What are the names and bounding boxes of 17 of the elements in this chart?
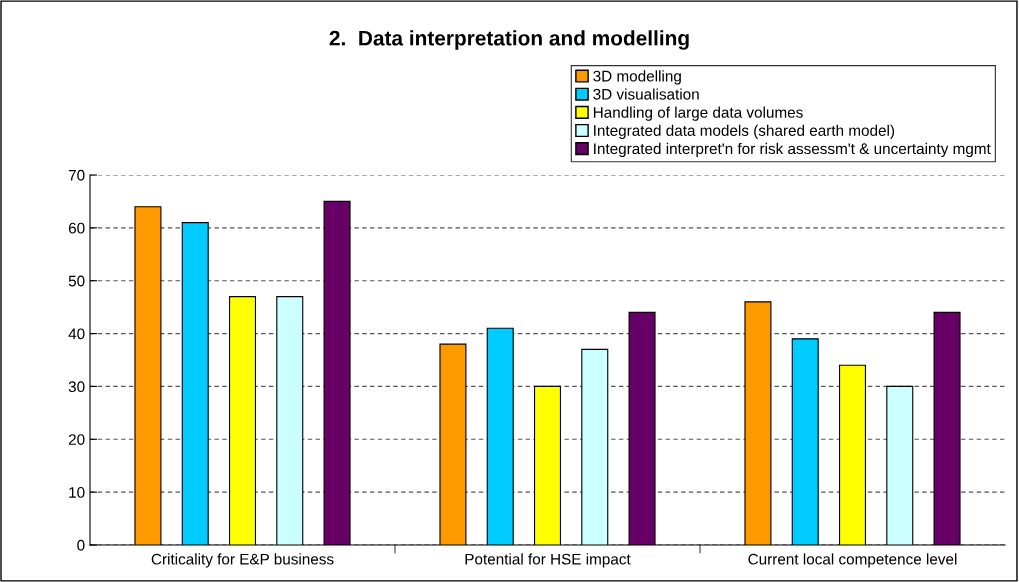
chart-title: 2. Data interpretation and modelling	[329, 30, 689, 50]
legend-label: Integrated data models (shared earth model)	[594, 124, 895, 139]
x-tick-label: Current local competence level	[748, 553, 957, 568]
y-tick-label: 40	[68, 328, 85, 340]
y-tick-label: 70	[68, 169, 85, 181]
y-tick-label: 20	[68, 434, 85, 445]
legend-label: Integrated interpret'n for risk assessm't & uncertainty mgmt	[594, 142, 991, 158]
y-tick-label: 10	[69, 487, 85, 498]
legend-label: Handling of large data volumes	[593, 106, 803, 121]
y-tick-label: 60	[68, 222, 85, 234]
x-tick-label: Potential for HSE impact	[465, 553, 631, 568]
y-tick-label: 0	[77, 539, 85, 551]
y-tick-label: 50	[68, 275, 85, 287]
legend-label: 3D visualisation	[593, 88, 699, 100]
y-tick-label: 30	[68, 381, 85, 393]
x-tick-label: Criticality for E&P business	[151, 553, 334, 568]
legend-label: 3D modelling	[593, 70, 681, 85]
